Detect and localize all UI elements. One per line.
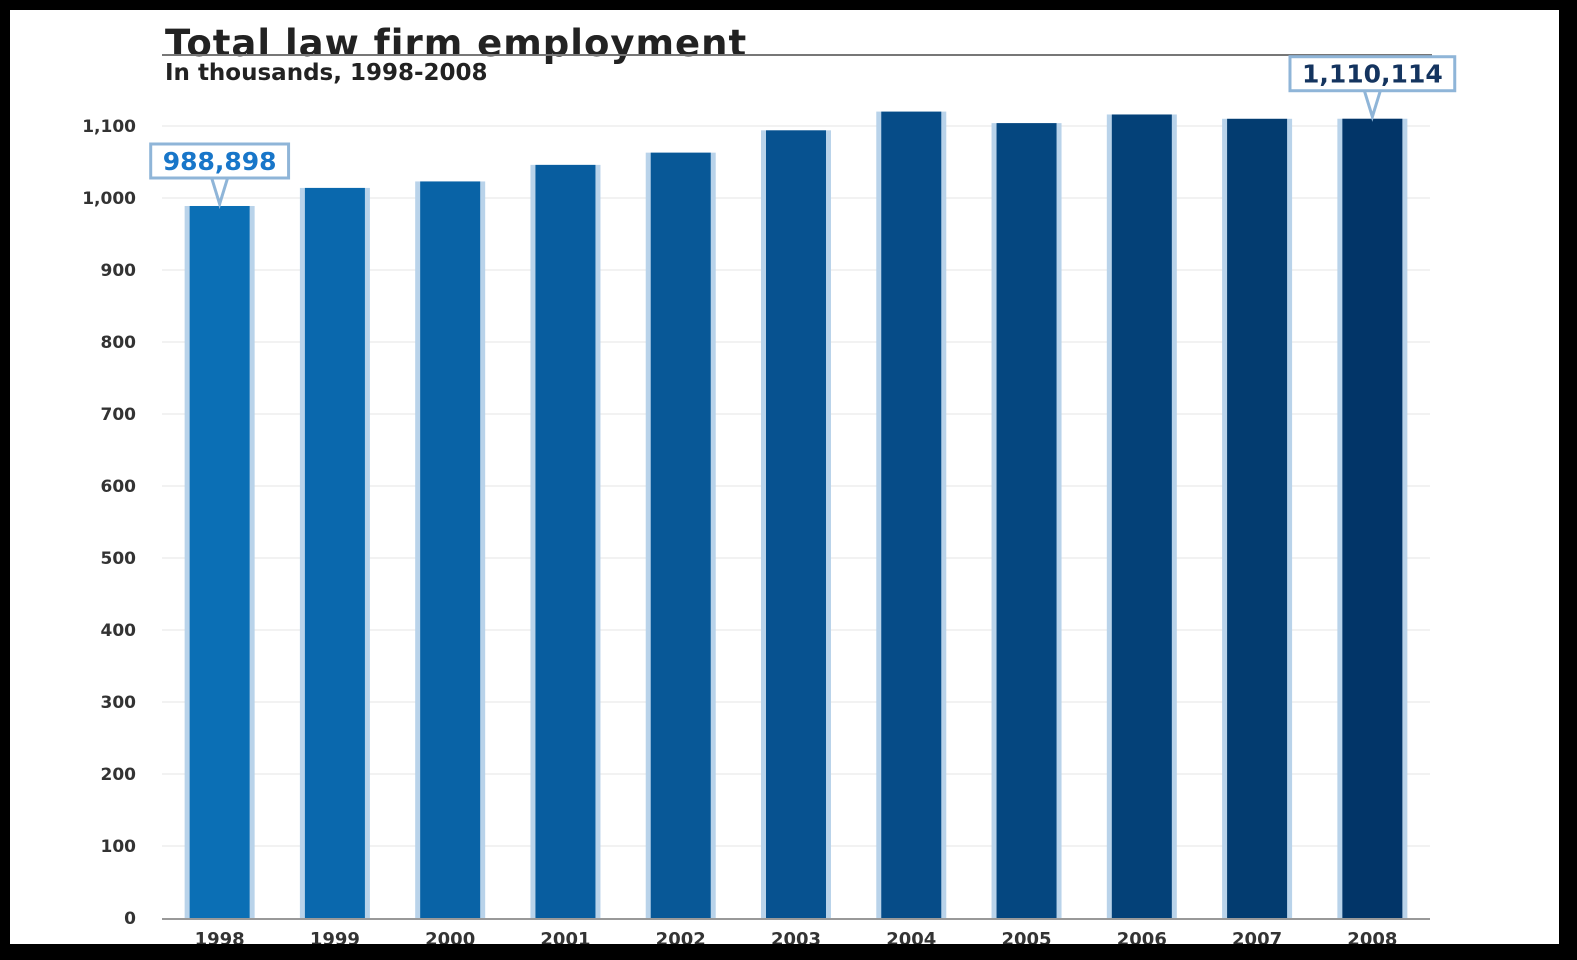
x-tick-label: 2001 (540, 929, 590, 946)
bar-fill (881, 111, 942, 919)
y-tick-label: 800 (101, 333, 137, 353)
bar (184, 205, 255, 918)
bar-fill (304, 187, 365, 919)
bar (991, 123, 1062, 919)
bar (415, 181, 486, 918)
value-callout: 1,110,114 (1288, 55, 1457, 122)
x-tick-label: 2002 (656, 929, 706, 946)
y-tick-label: 500 (101, 549, 137, 569)
y-tick-label: 600 (101, 477, 137, 497)
bar (1222, 118, 1293, 919)
x-tick-label: 2007 (1232, 929, 1282, 946)
bar (876, 111, 947, 919)
y-tick-label: 900 (101, 261, 137, 281)
value-callout: 988,898 (149, 142, 291, 210)
x-tick-label: 2000 (425, 929, 475, 946)
bar (299, 187, 370, 919)
x-tick-label: 2004 (886, 929, 936, 946)
callout-box (1288, 55, 1457, 93)
chart-title: Total law firm employment (165, 22, 748, 65)
bar-fill (1111, 114, 1172, 919)
x-tick-label: 2008 (1347, 929, 1397, 946)
callout-pointer (1362, 90, 1382, 122)
bar (645, 152, 716, 918)
x-tick-label: 2006 (1117, 929, 1167, 946)
x-tick-label: 2003 (771, 929, 821, 946)
bar-fill (189, 205, 250, 918)
bar (530, 164, 601, 918)
y-tick-label: 1,000 (82, 189, 136, 209)
bar (761, 130, 831, 918)
y-tick-label: 1,100 (82, 117, 136, 137)
y-tick-label: 700 (101, 405, 137, 425)
y-tick-label: 200 (101, 765, 137, 785)
y-tick-label: 0 (124, 909, 136, 929)
bar-fill (650, 152, 711, 918)
bar (1106, 114, 1177, 919)
chart-frame: Total law firm employment In thousands, … (8, 8, 1561, 946)
chart-subtitle: In thousands, 1998-2008 (165, 60, 488, 86)
bar-fill (535, 164, 596, 918)
y-tick-label: 300 (101, 693, 137, 713)
callout-label: 1,110,114 (1302, 60, 1443, 89)
y-tick-label: 400 (101, 621, 137, 641)
callout-box (149, 142, 291, 180)
callout-label: 988,898 (163, 147, 277, 176)
y-axis-ticks: 0 100 200 300 400 500 600 700 800 900 1,000 1,100 (82, 117, 136, 929)
title-rule (162, 54, 1432, 56)
x-tick-label: 2005 (1001, 929, 1051, 946)
bar-fill (996, 123, 1057, 919)
callout-pointer (210, 177, 230, 210)
y-tick-label: 100 (101, 837, 137, 857)
bars (184, 111, 1408, 919)
bar-chart: 0 100 200 300 400 500 600 700 800 900 1,000 1,100 19… (82, 55, 1457, 946)
bar-fill (420, 181, 481, 918)
x-tick-label: 1998 (195, 929, 245, 946)
bar-fill (1342, 118, 1403, 918)
bar-fill (1227, 118, 1288, 919)
x-tick-label: 1999 (310, 929, 360, 946)
bar (1337, 118, 1408, 918)
bar-fill (766, 130, 826, 918)
